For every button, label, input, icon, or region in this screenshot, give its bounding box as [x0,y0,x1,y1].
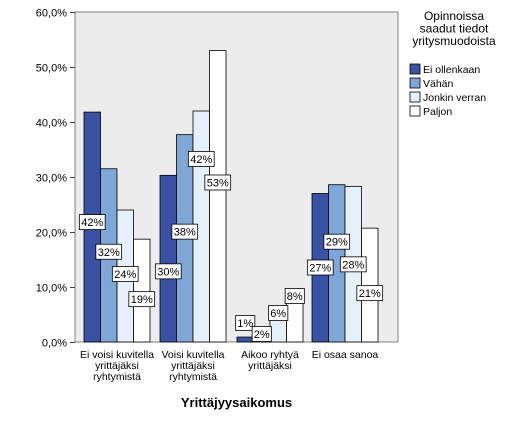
data-label-box [235,315,256,331]
x-axis-title: Yrittäjyysaikomus [181,395,292,410]
bar [159,174,177,343]
data-label: 27% [309,263,331,275]
legend-title: Opinnoissa [424,9,484,23]
data-label-box [95,243,123,260]
data-label: 30% [157,266,179,278]
data-label: 29% [326,237,348,249]
x-tick-label: ryhtymistä [93,371,141,383]
x-tick-label: Ei osaa sanoa [312,349,379,361]
data-label-box [111,266,139,282]
data-label: 32% [98,247,120,259]
bar [133,238,151,343]
x-tick-label: Ei voisi kuvitella [80,349,154,361]
bar [286,297,304,343]
x-tick-label: Voisi kuvitella [161,349,224,361]
legend-title: saadut tiedot [420,22,489,36]
legend-swatch [409,105,421,117]
data-label-box [268,305,289,321]
data-label-box [323,233,351,250]
data-label-box [356,285,384,302]
y-tick-label: 40,0% [36,118,67,130]
data-label: 42% [190,154,212,166]
data-label: 1% [237,318,253,330]
data-label: 24% [114,269,136,281]
data-label-box [251,326,272,342]
data-label: 19% [131,294,153,306]
data-label: 6% [270,308,286,320]
data-label: 42% [81,217,103,229]
legend-label: Jonkin verran [423,92,486,104]
data-label-box [154,263,182,280]
legend-label: Ei ollenkaan [423,64,480,76]
bar [236,336,254,343]
legend-swatch [409,63,421,75]
bar [209,50,227,343]
data-label-box [187,151,215,167]
data-label: 2% [254,329,270,341]
legend-label: Vähän [423,78,454,90]
y-tick-label: 50,0% [36,63,67,75]
data-label-box [339,256,367,273]
x-tick-label: yrittäjäksi [248,360,292,372]
legend-label: Paljon [423,106,452,118]
data-label-box [128,291,156,308]
data-label-box [78,214,106,231]
y-tick-label: 0,0% [42,338,67,350]
y-tick-label: 60,0% [36,8,67,20]
data-label: 21% [359,288,381,300]
legend-swatch [409,77,421,89]
x-tick-label: yrittäjäksi [171,360,215,372]
data-label-box [171,223,199,240]
data-label: 28% [342,259,364,271]
y-tick-label: 10,0% [36,283,67,295]
y-tick-label: 20,0% [36,228,67,240]
data-label-box [306,259,334,276]
x-tick-label: yrittäjäksi [95,360,139,372]
x-tick-label: ryhtymistä [169,371,217,383]
data-label: 38% [174,227,196,239]
data-label: 53% [207,178,229,190]
y-tick-label: 30,0% [36,173,67,185]
bar [361,227,379,343]
data-label: 8% [287,291,303,303]
x-tick-label: Aikoo ryhtyä [241,349,299,361]
data-label-box [204,174,232,191]
legend-swatch [409,91,421,103]
legend-title: yritysmuodoista [412,34,496,48]
data-label-box [284,288,305,304]
